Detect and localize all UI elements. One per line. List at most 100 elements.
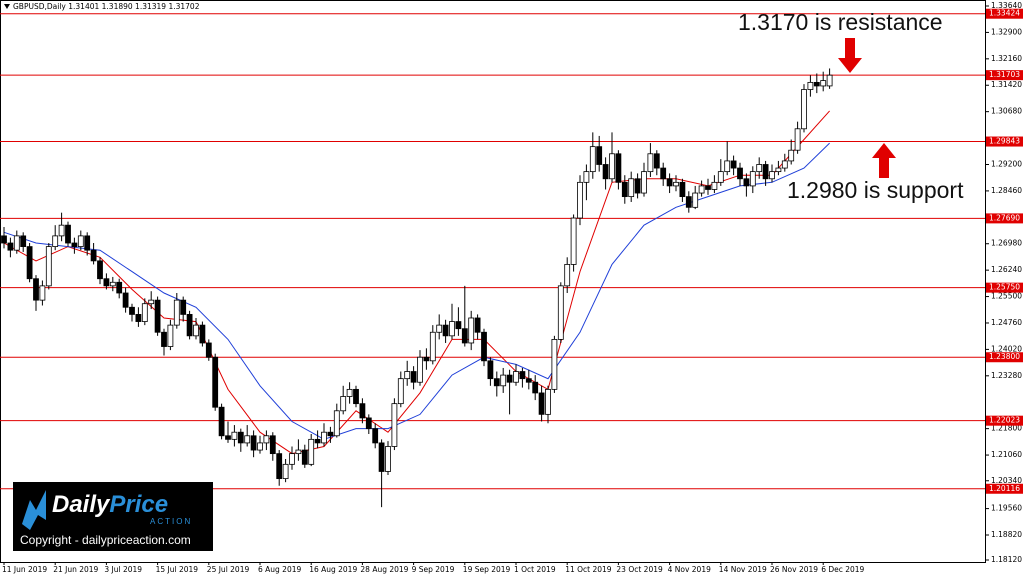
level-tag — [986, 282, 1023, 293]
candle-body — [33, 278, 39, 301]
candle-body — [826, 74, 833, 87]
candle-body — [282, 463, 289, 480]
candle-body — [436, 324, 443, 333]
candle-body — [461, 328, 468, 344]
candle-body — [794, 128, 801, 151]
candle-body — [154, 299, 161, 333]
candle-body — [103, 278, 110, 287]
level-label: 1.31703 — [989, 70, 1020, 79]
y-tick-label: 1.24020 — [991, 344, 1022, 353]
candle-body — [199, 324, 206, 344]
candle-body — [519, 371, 526, 380]
level-label: 1.20116 — [989, 484, 1020, 493]
candle-body — [244, 435, 251, 444]
candle-body — [820, 80, 827, 87]
y-tick-label: 1.31420 — [991, 80, 1022, 89]
candle-body — [391, 403, 398, 447]
candle-body — [807, 81, 814, 90]
candle-body — [346, 388, 353, 397]
candle-body — [180, 299, 187, 315]
annotation: 1.2980 is support — [787, 177, 964, 203]
level-label: 1.23800 — [989, 352, 1020, 361]
candle-body — [308, 438, 315, 465]
candle-body — [77, 235, 84, 247]
candle-body — [52, 235, 59, 247]
y-tick-label: 1.20340 — [991, 476, 1022, 485]
candle-body — [717, 171, 724, 183]
candle-body — [801, 89, 807, 130]
candle-body — [538, 392, 545, 415]
candle-body — [813, 81, 820, 87]
x-tick-label: 11 Jun 2019 — [2, 565, 47, 574]
candle-body — [205, 342, 212, 358]
x-tick-label: 19 Sep 2019 — [463, 565, 511, 574]
candle-body — [666, 178, 673, 187]
level-tag — [986, 8, 1023, 19]
candle-body — [218, 406, 225, 437]
resistance-arrow — [838, 38, 862, 73]
candle-body — [231, 431, 238, 440]
candle-body — [417, 356, 423, 383]
candle-body — [410, 371, 417, 383]
candle-body — [122, 292, 129, 308]
x-tick-label: 15 Jul 2019 — [156, 565, 199, 574]
y-tick-label: 1.26980 — [991, 239, 1022, 248]
candle-body — [788, 149, 795, 162]
candle-body — [212, 356, 219, 408]
candle-body — [193, 324, 199, 337]
candle-body — [653, 153, 660, 169]
x-tick-label: 6 Dec 2019 — [821, 565, 864, 574]
candle-body — [634, 178, 641, 194]
candle-body — [372, 428, 379, 444]
x-tick-label: 26 Nov 2019 — [770, 565, 818, 574]
level-label: 1.27690 — [989, 213, 1020, 222]
x-tick-label: 28 Aug 2019 — [360, 565, 408, 574]
candle-body — [429, 331, 436, 362]
candle-body — [250, 435, 257, 451]
candle-body — [775, 167, 782, 173]
candle-body — [647, 153, 654, 173]
candle-body — [545, 388, 551, 415]
level-tag — [986, 213, 1023, 224]
candle-body — [135, 314, 142, 322]
candle-body — [109, 281, 116, 287]
candle-body — [577, 181, 583, 219]
candle-body — [692, 192, 699, 208]
candle-body — [295, 449, 302, 455]
y-tick-label: 1.33640 — [991, 1, 1022, 10]
candle-body — [39, 285, 46, 301]
candle-body — [481, 331, 487, 362]
level-tag — [986, 70, 1023, 81]
candle-body — [13, 235, 20, 251]
logo-background — [13, 482, 213, 551]
level-tag — [986, 352, 1023, 363]
level-label: 1.22023 — [989, 416, 1020, 425]
chart-title: GBPUSD,Daily 1.31401 1.31890 1.31319 1.3… — [13, 2, 200, 11]
candle-body — [90, 249, 97, 262]
candle-body — [340, 396, 347, 412]
candle-body — [583, 171, 590, 183]
logo-brand-b: Price — [109, 491, 168, 518]
candle-body — [679, 181, 686, 198]
candle-body — [570, 217, 577, 265]
x-tick-label: 4 Nov 2019 — [668, 565, 711, 574]
logo-brand-a: Daily — [52, 491, 111, 518]
candle-body — [769, 171, 775, 180]
level-label: 1.29843 — [989, 137, 1020, 146]
support-arrow — [872, 143, 896, 178]
candle-body — [737, 167, 743, 180]
moving-average — [3, 110, 830, 455]
candle-body — [97, 260, 103, 280]
candle-body — [359, 403, 366, 419]
candle-body — [724, 160, 731, 173]
candle-body — [602, 164, 609, 180]
logo-icon — [22, 490, 46, 530]
menu-triangle[interactable] — [4, 4, 10, 9]
candle-body — [743, 178, 750, 187]
candle-body — [493, 378, 500, 387]
y-tick-label: 1.30680 — [991, 107, 1022, 116]
candle-body — [762, 164, 769, 180]
candle-body — [621, 181, 628, 198]
